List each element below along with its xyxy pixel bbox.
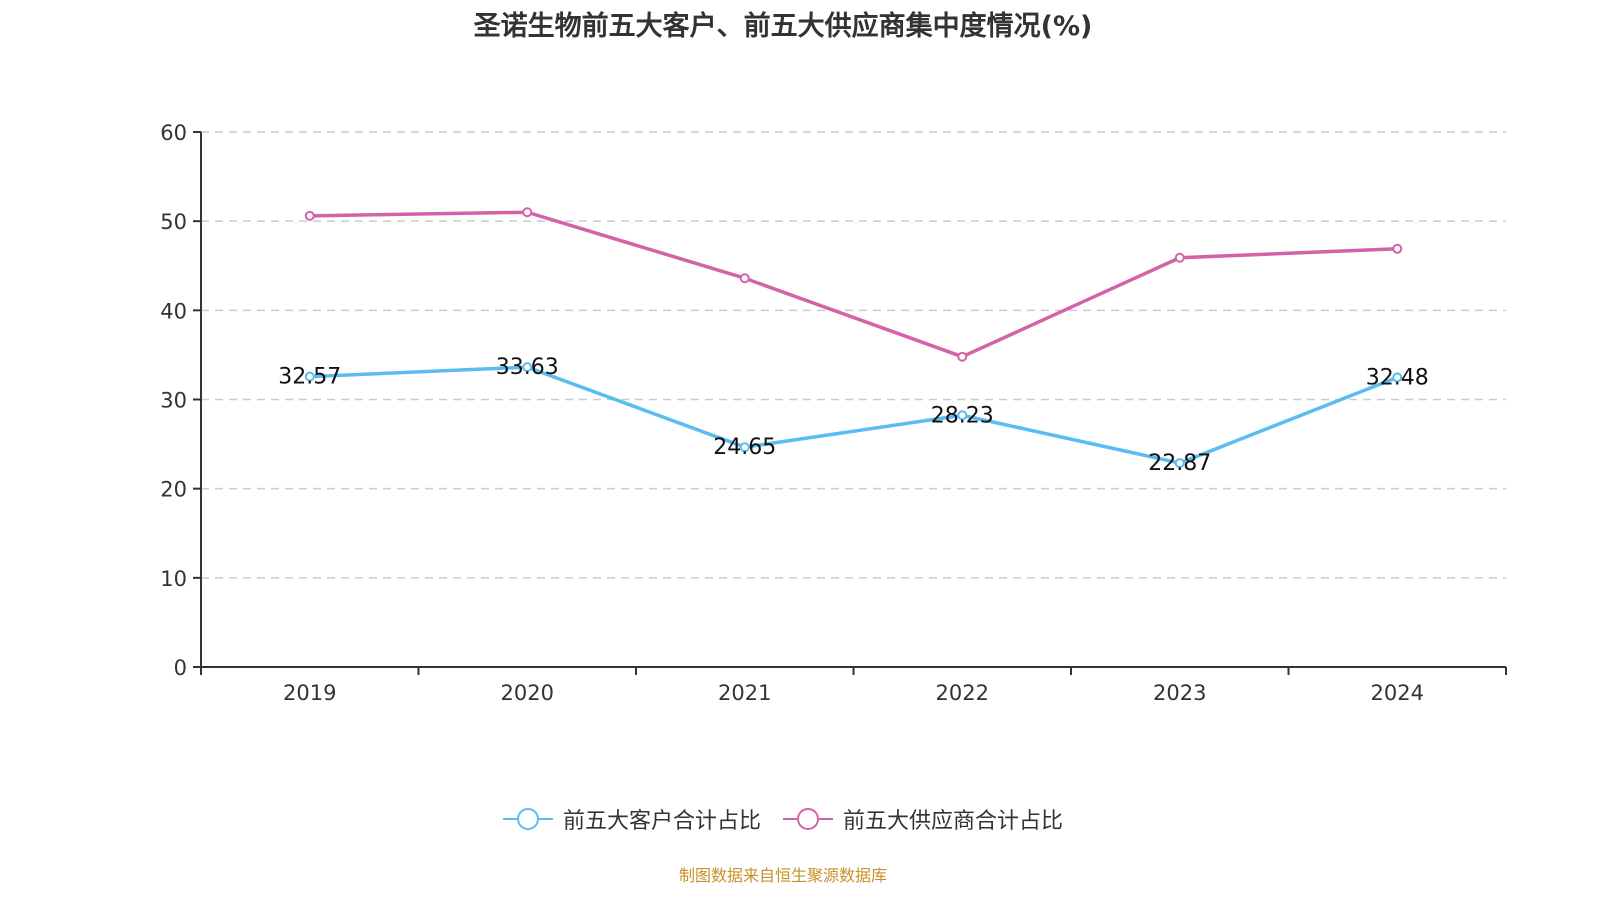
- line-chart: 0 10 20 30 40 50 60 2019 2020 2021 2022 2023 2024 3…: [160, 121, 1507, 705]
- data-label: 28.23: [931, 403, 994, 428]
- data-point: [1392, 372, 1403, 383]
- y-tick-label: 20: [160, 478, 187, 502]
- source-note: 制图数据来自恒生聚源数据库: [678, 866, 887, 885]
- data-point: [1392, 243, 1403, 254]
- data-point: [739, 273, 750, 284]
- legend-label-customers: 前五大客户合计占比: [562, 809, 761, 834]
- x-tick-label: 2020: [501, 681, 554, 705]
- data-point: [522, 362, 533, 373]
- data-label: 24.65: [713, 435, 776, 460]
- data-point: [1174, 458, 1185, 469]
- y-tick-label: 60: [160, 121, 187, 145]
- data-point: [304, 210, 315, 221]
- data-point: [304, 371, 315, 382]
- data-point: [739, 442, 750, 453]
- data-point: [957, 410, 968, 421]
- data-point: [522, 207, 533, 218]
- y-tick-label: 10: [160, 567, 187, 591]
- y-tick-label: 0: [174, 656, 187, 680]
- legend-marker-customers-icon: [502, 808, 553, 830]
- x-tick-label: 2024: [1371, 681, 1424, 705]
- y-tick-label: 50: [160, 210, 187, 234]
- data-label: 22.87: [1148, 451, 1211, 476]
- y-tick-label: 30: [160, 389, 187, 413]
- chart-title: 圣诺生物前五大客户、前五大供应商集中度情况(%): [473, 11, 1093, 42]
- series-line-0: [309, 365, 1398, 465]
- legend: 前五大客户合计占比 前五大供应商合计占比: [0, 803, 1566, 835]
- x-tick-label: 2021: [718, 681, 771, 705]
- legend-marker-suppliers-icon: [783, 808, 833, 830]
- data-point: [1174, 252, 1185, 263]
- series-line-1: [309, 210, 1398, 359]
- x-tick-label: 2023: [1153, 681, 1206, 705]
- legend-item-suppliers[interactable]: 前五大供应商合计占比: [783, 803, 1063, 835]
- data-point: [957, 351, 968, 362]
- legend-label-suppliers: 前五大供应商合计占比: [843, 809, 1064, 834]
- x-tick-label: 2022: [936, 681, 989, 705]
- x-tick-label: 2019: [283, 681, 336, 705]
- legend-item-customers[interactable]: 前五大客户合计占比: [502, 803, 761, 835]
- y-tick-label: 40: [160, 299, 187, 323]
- data-label: 32.57: [278, 365, 341, 390]
- data-label: 32.48: [1366, 365, 1429, 390]
- data-label: 33.63: [496, 355, 559, 380]
